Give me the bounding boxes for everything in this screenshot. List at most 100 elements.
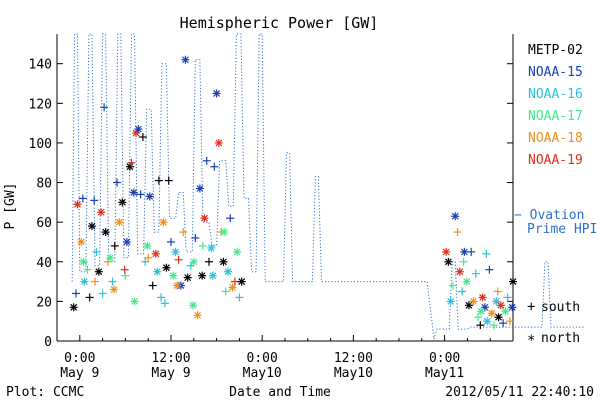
north-point bbox=[171, 247, 180, 256]
north-point bbox=[224, 267, 232, 276]
south-point bbox=[490, 321, 498, 330]
south-point bbox=[221, 287, 230, 296]
x-tick-label-date: May11 bbox=[425, 366, 464, 381]
legend: METP-02 NOAA-15 NOAA-16 NOAA-17 NOAA-18 NOAA-… bbox=[514, 43, 597, 349]
north-point bbox=[189, 301, 198, 310]
x-tick-label-time: 12:00 bbox=[334, 351, 373, 366]
north-point bbox=[462, 277, 471, 286]
south-point bbox=[503, 293, 512, 302]
y-tick-label: 60 bbox=[36, 216, 52, 231]
south-point bbox=[148, 281, 157, 290]
y-tick-label: 120 bbox=[29, 97, 52, 112]
south-point bbox=[505, 317, 514, 326]
south-point bbox=[205, 257, 213, 266]
north-point bbox=[195, 184, 204, 193]
north-point bbox=[130, 297, 139, 306]
x-tick-label-date: May10 bbox=[243, 366, 282, 381]
south-point bbox=[110, 241, 119, 250]
north-point bbox=[219, 257, 228, 266]
south-point bbox=[458, 287, 467, 296]
north-point bbox=[480, 303, 489, 312]
north-point bbox=[444, 257, 453, 266]
north-point bbox=[469, 297, 478, 306]
south-point bbox=[91, 277, 99, 286]
north-point bbox=[478, 293, 487, 302]
north-point bbox=[501, 307, 510, 316]
south-point bbox=[485, 265, 494, 274]
x-tick-label-date: May 9 bbox=[60, 366, 99, 381]
south-point bbox=[121, 271, 130, 280]
footer-plot-credit: Plot: CCMC bbox=[6, 385, 84, 400]
data-points bbox=[69, 55, 517, 330]
south-point bbox=[476, 321, 485, 330]
north-point bbox=[94, 267, 103, 276]
north-point bbox=[125, 162, 134, 171]
south-point bbox=[98, 289, 107, 298]
south-point bbox=[453, 228, 462, 237]
north-point bbox=[77, 237, 86, 246]
south-point bbox=[92, 247, 101, 256]
y-tick-label: 80 bbox=[36, 177, 52, 192]
south-point bbox=[471, 269, 480, 278]
south-point bbox=[167, 237, 175, 246]
north-point bbox=[207, 243, 216, 252]
legend-ovation-label: − Ovation bbox=[514, 208, 584, 223]
south-point bbox=[179, 228, 188, 237]
north-point bbox=[200, 214, 209, 223]
south-point bbox=[198, 241, 207, 250]
north-point bbox=[118, 198, 127, 207]
north-point bbox=[509, 277, 517, 286]
south-point bbox=[164, 176, 173, 185]
x-tick-label-time: 0:00 bbox=[64, 351, 95, 366]
chart-title: Hemispheric Power [GW] bbox=[180, 14, 379, 32]
south-point bbox=[157, 293, 166, 302]
north-point bbox=[483, 317, 492, 326]
footer-timestamp: 2012/05/11 22:40:10 bbox=[445, 385, 594, 400]
north-point bbox=[122, 237, 131, 246]
north-point bbox=[455, 267, 464, 276]
north-point bbox=[87, 222, 96, 231]
south-point bbox=[136, 190, 145, 199]
north-point bbox=[198, 271, 207, 280]
legend-ovation-label-2: Prime HPI bbox=[527, 222, 597, 237]
legend-satellite-noaa-18: NOAA-18 bbox=[528, 131, 583, 146]
south-point bbox=[90, 196, 99, 205]
north-point bbox=[189, 257, 198, 266]
south-point bbox=[83, 265, 92, 274]
south-point bbox=[230, 277, 239, 286]
south-point bbox=[210, 162, 219, 171]
x-tick-label-time: 12:00 bbox=[151, 351, 190, 366]
south-point bbox=[202, 156, 211, 165]
y-tick-label: 140 bbox=[29, 58, 52, 73]
south-point bbox=[154, 176, 163, 185]
north-point bbox=[494, 313, 503, 322]
ovation-series-line bbox=[71, 33, 584, 340]
south-point bbox=[100, 103, 109, 112]
north-point bbox=[451, 212, 460, 221]
south-point bbox=[85, 293, 94, 302]
legend-satellite-noaa-19: NOAA-19 bbox=[528, 153, 583, 168]
north-point bbox=[153, 267, 162, 276]
south-point bbox=[499, 319, 508, 328]
south-point bbox=[467, 247, 476, 256]
north-point bbox=[233, 247, 242, 256]
north-point bbox=[487, 309, 496, 318]
legend-north: north bbox=[541, 331, 580, 346]
north-point bbox=[214, 138, 223, 147]
x-tick-label-date: May10 bbox=[334, 366, 373, 381]
y-ticks: 0 20 40 60 80 100 120 140 bbox=[29, 58, 513, 350]
north-point bbox=[101, 228, 110, 237]
south-point bbox=[108, 277, 117, 286]
south-point bbox=[72, 289, 80, 298]
north-point bbox=[143, 241, 152, 250]
y-tick-label: 100 bbox=[29, 137, 52, 152]
legend-south: south bbox=[541, 300, 580, 315]
north-point bbox=[220, 228, 229, 237]
south-point bbox=[493, 287, 502, 296]
south-point bbox=[482, 249, 491, 258]
north-point bbox=[73, 200, 82, 209]
north-point bbox=[79, 257, 88, 266]
x-tick-label-date: May 9 bbox=[151, 366, 190, 381]
